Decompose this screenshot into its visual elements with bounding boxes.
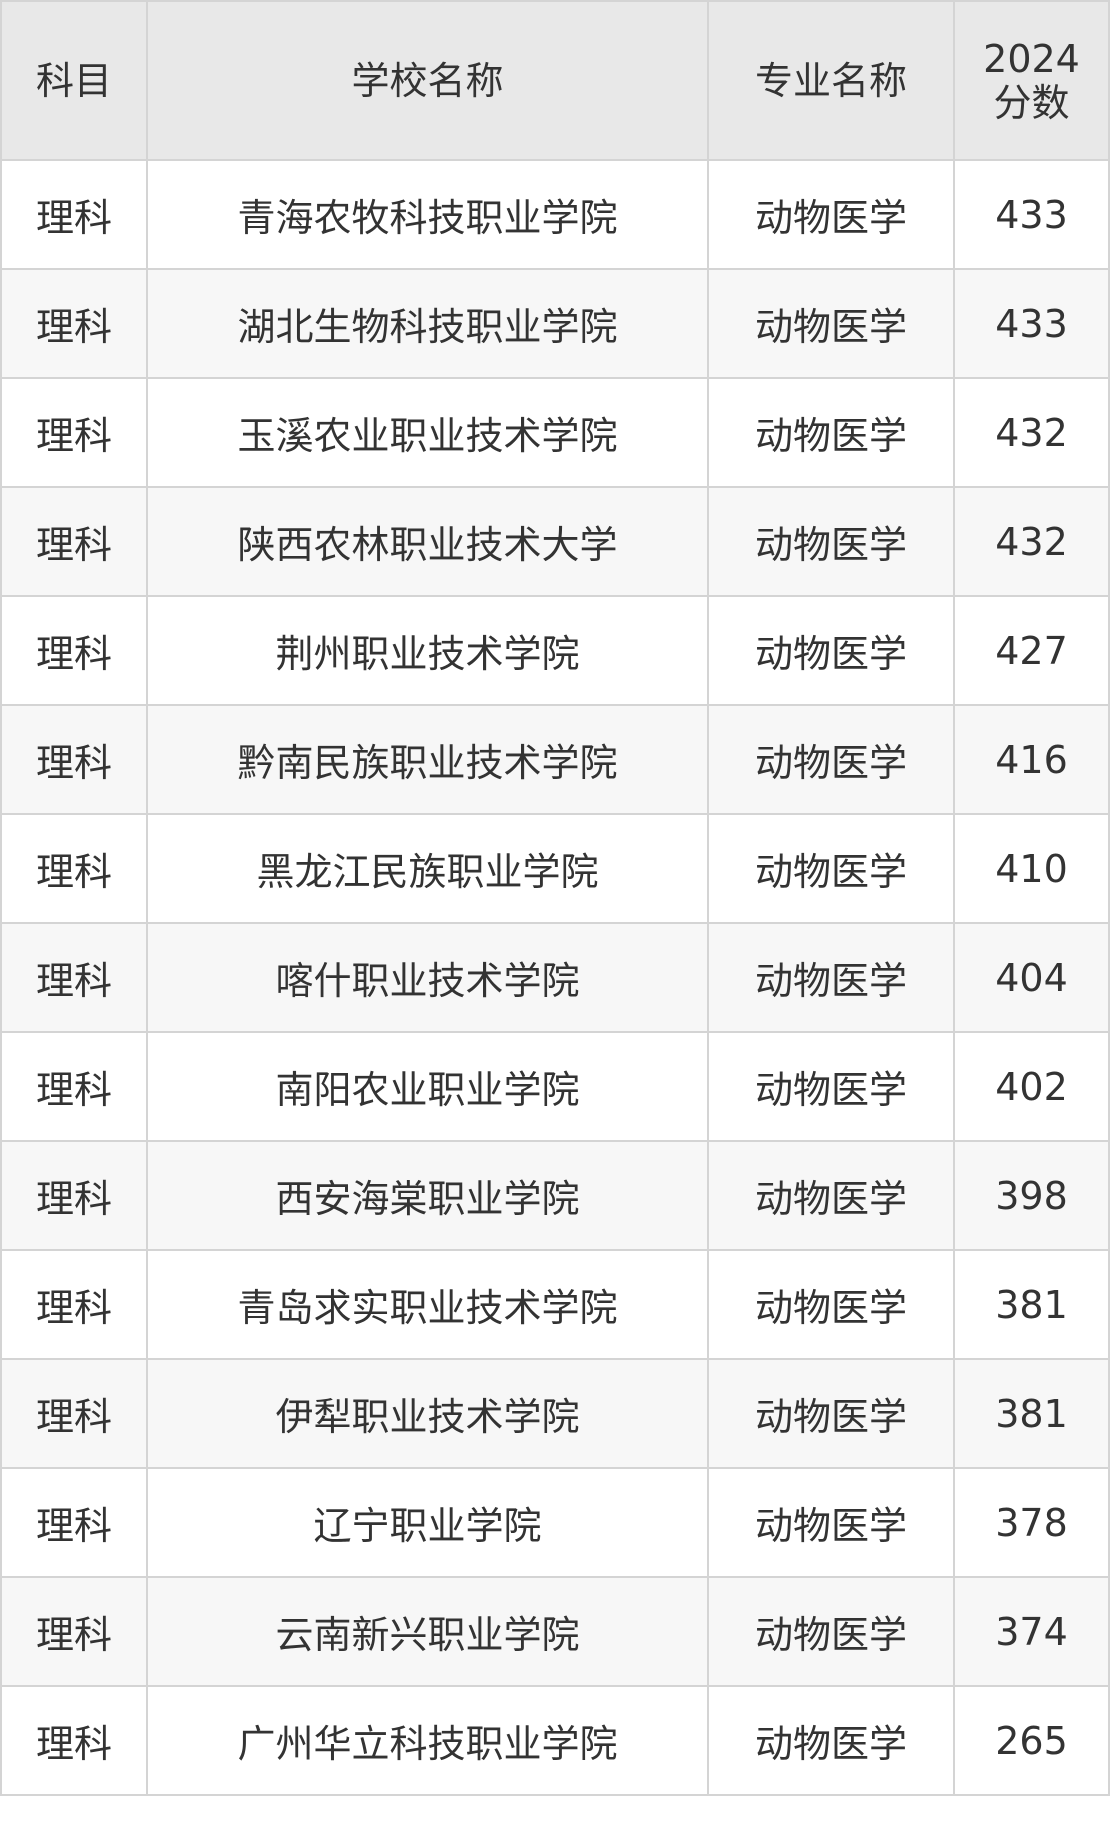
table-cell: 动物医学	[707, 1031, 955, 1142]
table-cell: 动物医学	[707, 1576, 955, 1687]
table-cell: 410	[953, 813, 1110, 924]
table-cell: 广州华立科技职业学院	[146, 1685, 709, 1796]
table-cell: 265	[953, 1685, 1110, 1796]
table-cell: 湖北生物科技职业学院	[146, 268, 709, 379]
table-row: 理科 青岛求实职业技术学院 动物医学 381	[0, 1249, 1110, 1360]
table-row: 理科 云南新兴职业学院 动物医学 374	[0, 1576, 1110, 1687]
table-cell: 432	[953, 377, 1110, 488]
table-cell: 动物医学	[707, 1685, 955, 1796]
table-row: 理科 青海农牧科技职业学院 动物医学 433	[0, 159, 1110, 270]
table-cell: 理科	[0, 1031, 148, 1142]
table-cell: 陕西农林职业技术大学	[146, 486, 709, 597]
table-cell: 理科	[0, 486, 148, 597]
table-row: 理科 南阳农业职业学院 动物医学 402	[0, 1031, 1110, 1142]
table-cell: 理科	[0, 1249, 148, 1360]
header-cell: 科目	[0, 0, 148, 161]
table-cell: 416	[953, 704, 1110, 815]
table-cell: 南阳农业职业学院	[146, 1031, 709, 1142]
table-cell: 黔南民族职业技术学院	[146, 704, 709, 815]
table-cell: 青岛求实职业技术学院	[146, 1249, 709, 1360]
table-cell: 动物医学	[707, 1467, 955, 1578]
table-cell: 西安海棠职业学院	[146, 1140, 709, 1251]
table-cell: 理科	[0, 268, 148, 379]
table-cell: 378	[953, 1467, 1110, 1578]
table-cell: 404	[953, 922, 1110, 1033]
table-row: 理科 玉溪农业职业技术学院 动物医学 432	[0, 377, 1110, 488]
table-cell: 动物医学	[707, 159, 955, 270]
table-cell: 动物医学	[707, 1249, 955, 1360]
table-cell: 动物医学	[707, 813, 955, 924]
table-cell: 理科	[0, 159, 148, 270]
table-cell: 398	[953, 1140, 1110, 1251]
table-cell: 理科	[0, 1140, 148, 1251]
table-cell: 辽宁职业学院	[146, 1467, 709, 1578]
table-cell: 374	[953, 1576, 1110, 1687]
table-row: 理科 湖北生物科技职业学院 动物医学 433	[0, 268, 1110, 379]
header-row: 科目 学校名称 专业名称 2024 分数	[0, 0, 1110, 161]
table-cell: 荆州职业技术学院	[146, 595, 709, 706]
table-cell: 动物医学	[707, 922, 955, 1033]
table-cell: 动物医学	[707, 1140, 955, 1251]
table-cell: 玉溪农业职业技术学院	[146, 377, 709, 488]
table-cell: 理科	[0, 813, 148, 924]
table-cell: 理科	[0, 595, 148, 706]
table-cell: 伊犁职业技术学院	[146, 1358, 709, 1469]
table-cell: 喀什职业技术学院	[146, 922, 709, 1033]
table-cell: 理科	[0, 704, 148, 815]
table-cell: 433	[953, 268, 1110, 379]
header-cell: 2024 分数	[953, 0, 1110, 161]
table-cell: 动物医学	[707, 1358, 955, 1469]
table-row: 理科 辽宁职业学院 动物医学 378	[0, 1467, 1110, 1578]
table-row: 理科 喀什职业技术学院 动物医学 404	[0, 922, 1110, 1033]
table-cell: 381	[953, 1249, 1110, 1360]
table-row: 理科 伊犁职业技术学院 动物医学 381	[0, 1358, 1110, 1469]
table-row: 理科 陕西农林职业技术大学 动物医学 432	[0, 486, 1110, 597]
table-row: 理科 荆州职业技术学院 动物医学 427	[0, 595, 1110, 706]
table-row: 理科 西安海棠职业学院 动物医学 398	[0, 1140, 1110, 1251]
table-cell: 理科	[0, 377, 148, 488]
table-cell: 427	[953, 595, 1110, 706]
table-cell: 理科	[0, 1685, 148, 1796]
table-cell: 动物医学	[707, 268, 955, 379]
table-cell: 理科	[0, 1576, 148, 1687]
table-cell: 黑龙江民族职业学院	[146, 813, 709, 924]
header-cell: 专业名称	[707, 0, 955, 161]
table-cell: 理科	[0, 922, 148, 1033]
table-cell: 动物医学	[707, 704, 955, 815]
table-cell: 云南新兴职业学院	[146, 1576, 709, 1687]
table-cell: 动物医学	[707, 377, 955, 488]
table-cell: 理科	[0, 1358, 148, 1469]
table-row: 理科 黔南民族职业技术学院 动物医学 416	[0, 704, 1110, 815]
table-row: 理科 广州华立科技职业学院 动物医学 265	[0, 1685, 1110, 1796]
table-row: 理科 黑龙江民族职业学院 动物医学 410	[0, 813, 1110, 924]
table-cell: 动物医学	[707, 595, 955, 706]
table-cell: 381	[953, 1358, 1110, 1469]
table-cell: 青海农牧科技职业学院	[146, 159, 709, 270]
table-cell: 433	[953, 159, 1110, 270]
header-cell: 学校名称	[146, 0, 709, 161]
table-cell: 432	[953, 486, 1110, 597]
table-cell: 动物医学	[707, 486, 955, 597]
table-cell: 402	[953, 1031, 1110, 1142]
table-cell: 理科	[0, 1467, 148, 1578]
